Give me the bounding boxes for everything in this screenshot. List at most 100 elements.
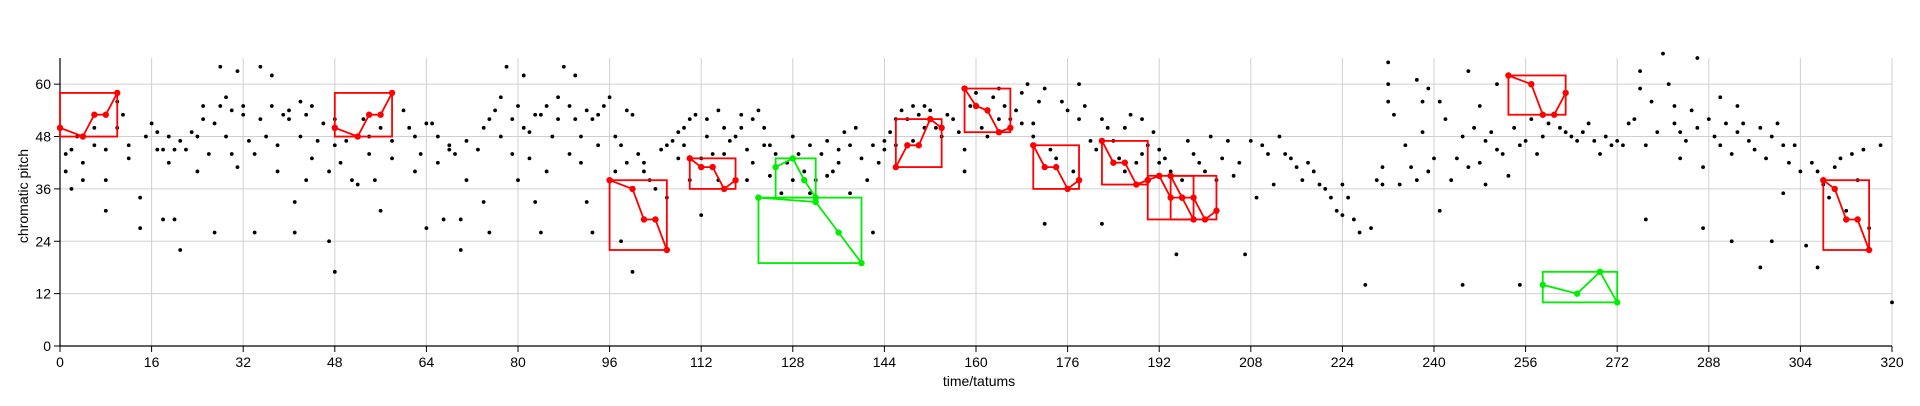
- pattern-point-red: [1528, 80, 1535, 88]
- note-point: [1540, 134, 1545, 139]
- note-point: [1243, 252, 1247, 257]
- note-point: [487, 117, 492, 121]
- note-point: [1483, 182, 1488, 187]
- note-point: [178, 139, 183, 143]
- pattern-point-red: [640, 216, 648, 223]
- pattern-point-green: [789, 155, 796, 162]
- note-point: [882, 139, 887, 143]
- note-point: [413, 169, 417, 174]
- note-point: [1735, 130, 1740, 135]
- note-point: [1804, 243, 1809, 248]
- pattern-box-red: [1169, 174, 1218, 221]
- note-point: [1626, 121, 1631, 126]
- pattern-box-red: [963, 87, 1012, 134]
- x-tick-label: 224: [1331, 354, 1355, 370]
- note-point: [464, 139, 469, 143]
- note-point: [121, 112, 125, 117]
- note-point: [378, 208, 383, 213]
- note-point: [172, 217, 177, 222]
- pattern-point-red: [1052, 163, 1060, 171]
- pattern-point-red: [79, 133, 87, 140]
- note-point: [166, 134, 171, 139]
- note-point: [155, 147, 160, 152]
- note-point: [848, 143, 852, 148]
- pattern-point-red: [1064, 185, 1071, 193]
- note-point: [378, 125, 383, 130]
- note-point: [161, 147, 165, 152]
- note-point: [630, 269, 635, 274]
- note-point: [458, 248, 463, 252]
- pattern-point-red: [995, 128, 1003, 136]
- note-point: [745, 147, 749, 152]
- note-point: [1168, 169, 1173, 174]
- note-point: [544, 104, 549, 108]
- note-point: [716, 108, 721, 113]
- x-tick-label: 48: [327, 354, 343, 370]
- y-tick-label: 48: [35, 129, 51, 145]
- note-point: [155, 130, 160, 135]
- note-point: [1002, 104, 1007, 108]
- note-point: [676, 156, 681, 161]
- note-point: [212, 230, 217, 235]
- note-point: [103, 208, 108, 213]
- note-point: [659, 147, 664, 152]
- note-point: [481, 125, 486, 130]
- note-point: [1615, 139, 1620, 143]
- note-point: [1414, 77, 1419, 82]
- note-point: [510, 152, 515, 156]
- note-point: [184, 147, 188, 152]
- note-point: [1082, 104, 1087, 108]
- note-point: [1809, 160, 1814, 165]
- note-point: [212, 121, 217, 126]
- note-point: [1643, 217, 1648, 222]
- note-point: [435, 160, 440, 165]
- note-point: [1787, 160, 1791, 165]
- note-point: [682, 143, 686, 148]
- note-point: [1323, 187, 1328, 191]
- note-point: [1180, 178, 1184, 183]
- note-point: [1019, 121, 1024, 126]
- note-point: [1042, 86, 1047, 91]
- note-point: [447, 147, 452, 152]
- note-point: [539, 230, 543, 235]
- pattern-box-red: [333, 92, 393, 138]
- note-point: [1237, 160, 1242, 165]
- note-point: [556, 117, 560, 121]
- note-point: [361, 117, 366, 121]
- pattern-point-red: [1030, 142, 1037, 149]
- note-point: [424, 121, 429, 126]
- pattern-path-red: [1508, 74, 1567, 116]
- note-point: [533, 112, 538, 117]
- note-point: [510, 117, 515, 121]
- note-point: [1701, 165, 1705, 169]
- note-point: [481, 200, 486, 204]
- pattern-point-red: [388, 89, 396, 97]
- note-point: [241, 104, 246, 108]
- pattern-point-red: [1865, 246, 1873, 254]
- note-point: [1729, 152, 1734, 156]
- note-point: [292, 200, 297, 204]
- note-point: [1729, 239, 1734, 244]
- note-point: [1157, 147, 1162, 152]
- note-point: [527, 156, 532, 161]
- pattern-point-red: [652, 216, 659, 223]
- note-point: [630, 112, 635, 117]
- note-point: [252, 230, 257, 235]
- note-point: [956, 130, 961, 135]
- pattern-point-red: [606, 176, 613, 184]
- note-point: [1203, 169, 1207, 174]
- note-point: [1019, 91, 1024, 95]
- note-point: [1094, 147, 1099, 152]
- note-point: [63, 152, 68, 156]
- note-point: [1403, 143, 1408, 148]
- note-point: [642, 169, 646, 174]
- note-point: [1208, 134, 1213, 139]
- note-point: [607, 95, 612, 100]
- x-tick-label: 96: [602, 354, 618, 370]
- note-point: [63, 169, 68, 174]
- note-point: [126, 156, 131, 161]
- note-point: [229, 152, 234, 156]
- note-point: [676, 130, 681, 135]
- note-point: [1775, 121, 1780, 126]
- note-point: [916, 112, 921, 117]
